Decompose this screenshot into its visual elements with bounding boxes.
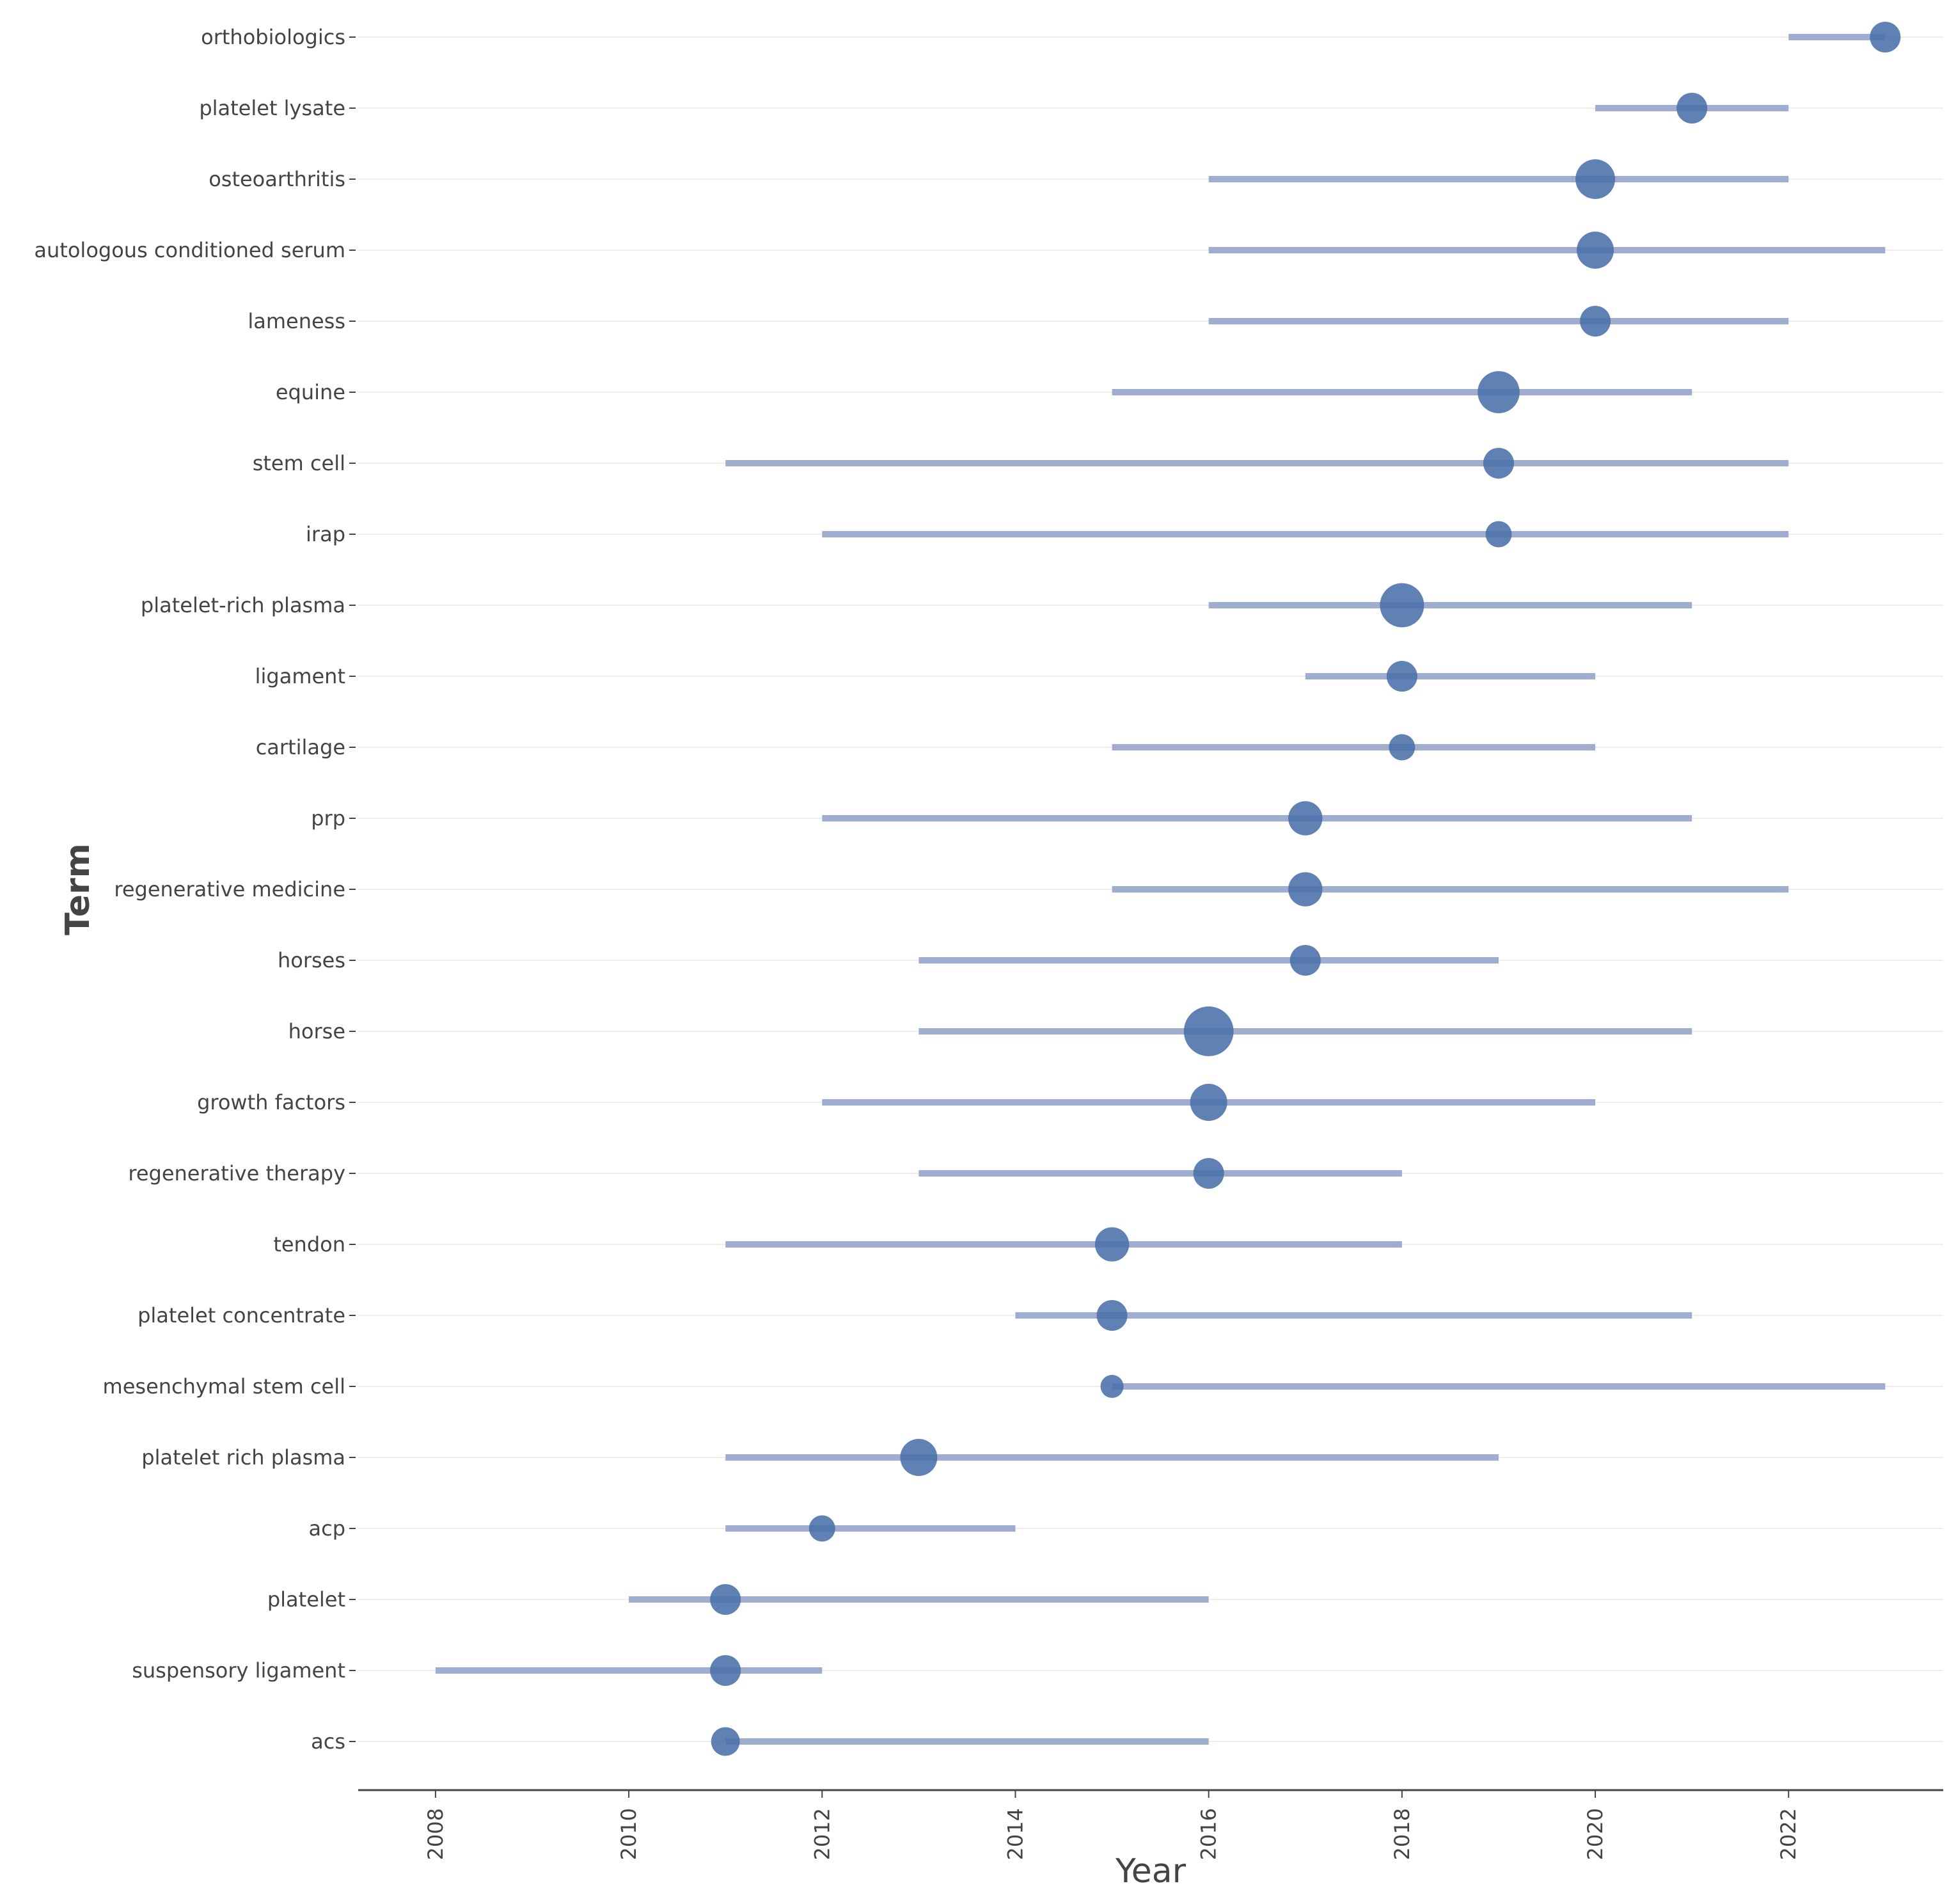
term-median-point [808,1515,835,1542]
term-median-point [900,1439,938,1476]
term-median-point [1389,734,1416,761]
y-tick-label: stem cell [253,451,345,475]
y-tick-label: cartilage [256,735,345,759]
term-median-point [1577,232,1614,269]
term-median-point [1290,944,1321,976]
y-tick-label: osteoarthritis [209,167,345,191]
x-tick-label: 2012 [810,1808,834,1860]
y-tick-label: horses [278,948,345,972]
y-tick-label: horse [288,1019,345,1043]
term-median-point [1183,1006,1234,1056]
y-tick-label: orthobiologics [201,25,345,49]
y-tick-label: platelet-rich plasma [141,593,345,617]
term-median-point [711,1727,740,1756]
y-tick-label: platelet [267,1587,345,1612]
x-tick-label: 2008 [423,1808,448,1860]
y-tick-label: irap [306,522,345,546]
x-tick-label: 2014 [1003,1808,1027,1860]
term-median-point [1386,660,1417,692]
term-median-point [1288,872,1323,907]
y-tick-label: platelet rich plasma [141,1445,345,1470]
term-median-point [1478,371,1520,413]
x-tick-label: 2016 [1197,1808,1221,1860]
term-median-point [710,1654,741,1686]
term-median-point [1485,521,1512,548]
term-median-point [1193,1157,1224,1189]
y-tick-label: ligament [255,664,345,688]
y-tick-label: growth factors [197,1090,345,1115]
x-tick-label: 2022 [1776,1808,1801,1860]
y-tick-label: lameness [248,309,345,333]
y-axis-title: Term [59,843,97,935]
x-tick-label: 2020 [1583,1808,1607,1860]
x-axis-title: Year [1115,1852,1187,1891]
term-median-point [1483,447,1514,479]
y-tick-label: platelet concentrate [138,1303,345,1328]
y-tick-label: suspensory ligament [132,1658,345,1683]
y-tick-label: acp [308,1516,345,1541]
y-tick-label: mesenchymal stem cell [103,1374,345,1399]
term-median-point [1190,1084,1227,1121]
x-axis-ticks: 2008 2010 2012 2014 2016 2018 2020 2022 [423,1790,1801,1860]
y-tick-label: regenerative medicine [114,877,345,901]
x-tick-label: 2010 [617,1808,641,1860]
term-median-point [1676,92,1708,124]
term-median-point [1094,1227,1130,1262]
term-median-points [710,21,1901,1756]
term-median-point [1096,1299,1128,1331]
y-tick-label: acs [311,1729,345,1754]
y-axis-ticks: orthobiologics platelet lysate osteoarthri… [34,25,356,1754]
y-tick-label: prp [311,806,345,830]
term-median-point [1575,159,1616,200]
term-median-point [1100,1374,1124,1399]
y-tick-label: equine [276,380,345,404]
y-tick-label: autologous conditioned serum [34,238,345,262]
term-median-point [1580,305,1611,337]
y-tick-label: tendon [273,1232,345,1257]
term-median-point [710,1583,741,1615]
term-median-point [1870,21,1901,53]
term-median-point [1380,583,1424,628]
y-tick-label: platelet lysate [199,96,345,120]
y-tick-label: regenerative therapy [128,1161,345,1186]
x-tick-label: 2018 [1390,1808,1414,1860]
term-median-point [1288,801,1323,836]
term-range-segments [435,34,1886,1745]
